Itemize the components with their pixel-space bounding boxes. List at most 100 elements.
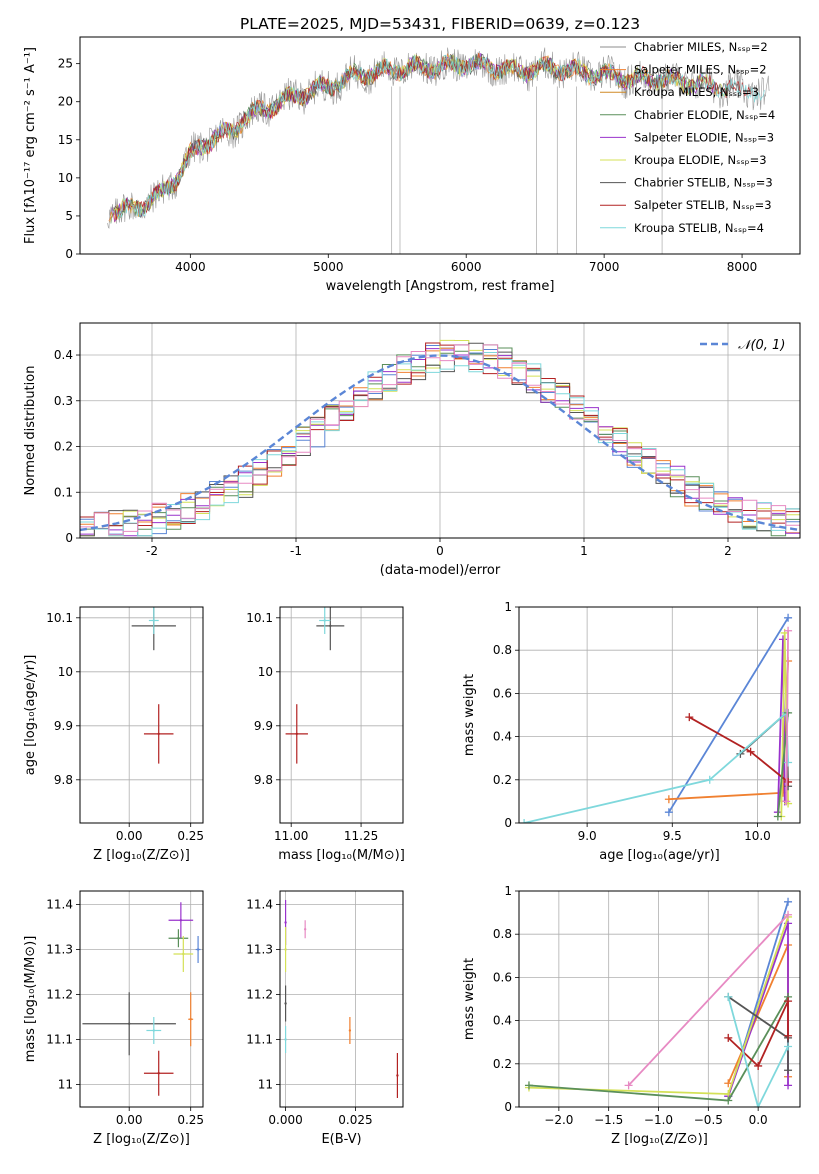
y-tick-label: 0.2 bbox=[493, 773, 512, 787]
y-tick-label: 9.8 bbox=[254, 773, 273, 787]
data-point-marker bbox=[754, 1103, 763, 1107]
mass-weight-line bbox=[668, 617, 789, 813]
legend-entry: Chabrier STELIB, Nₛₛₚ=3 bbox=[634, 176, 773, 190]
y-tick-label: 0.8 bbox=[493, 643, 512, 657]
data-point-marker bbox=[685, 713, 694, 722]
mass-weight-line bbox=[727, 996, 789, 1107]
data-point-marker bbox=[784, 1042, 793, 1051]
plot-area bbox=[520, 613, 793, 823]
x-tick-label: 0.00 bbox=[116, 829, 143, 843]
data-point-marker bbox=[784, 626, 793, 635]
x-tick-label: 9.0 bbox=[578, 829, 597, 843]
data-point-marker bbox=[784, 1081, 793, 1090]
data-point-marker bbox=[664, 795, 673, 804]
y-axis-label: Normed distribution bbox=[23, 366, 38, 496]
legend-entry: Kroupa ELODIE, Nₛₛₚ=3 bbox=[634, 153, 767, 167]
y-tick-label: 11.2 bbox=[246, 988, 273, 1002]
mass-weight-vs-metallicity-panel: −2.0 −1.5 −1.0 −0.5 0.0 0 0.2 0.4 0.6 0.8 1 Z [log₁… bbox=[462, 884, 801, 1147]
legend-entry: Salpeter ELODIE, Nₛₛₚ=3 bbox=[634, 130, 774, 144]
x-tick-label: 5000 bbox=[313, 260, 344, 274]
age-vs-mass-panel: 11.00 11.25 9.8 9.9 10 10.1 mass [log₁₀(M/M⊙)] bbox=[246, 606, 405, 863]
plot-frame bbox=[279, 890, 404, 1108]
y-tick-label: 1 bbox=[504, 600, 512, 614]
x-tick-label: 0.0 bbox=[749, 1113, 768, 1127]
x-tick-label: 10.0 bbox=[744, 829, 771, 843]
y-tick-label: 0.3 bbox=[54, 394, 73, 408]
mass-weight-line bbox=[627, 914, 789, 1087]
data-point-marker bbox=[784, 910, 793, 919]
y-tick-label: 0.2 bbox=[493, 1057, 512, 1071]
y-tick-label: 5 bbox=[65, 209, 73, 223]
y-tick-label: 15 bbox=[58, 133, 73, 147]
data-point bbox=[152, 1029, 155, 1032]
mass-vs-extinction-panel: 0.000 0.025 11 11.1 11.2 11.3 11.4 E(B-V) bbox=[246, 890, 404, 1147]
y-tick-label: 10.1 bbox=[246, 611, 273, 625]
y-tick-label: 11.4 bbox=[246, 898, 273, 912]
plot-area bbox=[82, 902, 201, 1096]
y-tick-label: 9.9 bbox=[254, 719, 273, 733]
y-tick-label: 1 bbox=[504, 884, 512, 898]
x-axis-label: Z [log₁₀(Z/Z⊙)] bbox=[93, 1132, 190, 1147]
plot-frame bbox=[79, 322, 801, 539]
spectrum-line bbox=[109, 54, 692, 223]
spectrum-line bbox=[116, 54, 765, 220]
data-point-marker bbox=[524, 1081, 533, 1090]
data-point bbox=[303, 928, 307, 931]
y-axis-label: mass weight bbox=[462, 958, 477, 1040]
residual-histogram bbox=[80, 352, 800, 538]
plot-area bbox=[80, 339, 800, 538]
y-tick-label: 10 bbox=[258, 665, 273, 679]
data-point-marker bbox=[724, 1033, 733, 1042]
data-point-marker bbox=[624, 1081, 633, 1090]
data-point bbox=[348, 1029, 352, 1032]
legend-entry: Salpeter STELIB, Nₛₛₚ=3 bbox=[634, 198, 772, 212]
x-tick-label: 0.025 bbox=[338, 1113, 372, 1127]
x-tick-label: −0.5 bbox=[694, 1113, 723, 1127]
data-point bbox=[189, 1018, 192, 1021]
plot-area bbox=[285, 607, 345, 764]
plot-frame bbox=[79, 36, 801, 255]
x-tick-label: 8000 bbox=[727, 260, 758, 274]
data-point-marker bbox=[754, 1061, 763, 1070]
data-point bbox=[179, 919, 183, 922]
y-tick-label: 20 bbox=[58, 95, 73, 109]
plot-area bbox=[107, 47, 770, 254]
x-tick-label: 0.25 bbox=[177, 829, 204, 843]
x-axis-label: mass [log₁₀(M/M⊙)] bbox=[278, 848, 405, 863]
spectrum-line bbox=[113, 53, 741, 218]
x-axis-label: E(B-V) bbox=[321, 1132, 361, 1147]
y-tick-label: 10 bbox=[58, 171, 73, 185]
y-tick-label: 0.1 bbox=[54, 485, 73, 499]
legend-entry: Chabrier ELODIE, Nₛₛₚ=4 bbox=[634, 108, 775, 122]
legend-entry: Kroupa MILES, Nₛₛₚ=3 bbox=[634, 85, 759, 99]
x-tick-label: 4000 bbox=[175, 260, 206, 274]
data-point bbox=[295, 732, 298, 736]
y-axis-label: mass [log₁₀(M/M⊙)] bbox=[23, 936, 38, 1063]
data-point bbox=[128, 1022, 131, 1025]
x-tick-label: 1 bbox=[580, 544, 588, 558]
y-tick-label: 11.1 bbox=[246, 1033, 273, 1047]
data-point-marker bbox=[784, 758, 793, 767]
data-point bbox=[152, 619, 155, 622]
data-point-marker bbox=[746, 747, 755, 756]
y-tick-label: 0 bbox=[65, 247, 73, 261]
legend-entry: Kroupa STELIB, Nₛₛₚ=4 bbox=[634, 221, 764, 235]
y-tick-label: 0.4 bbox=[54, 348, 73, 362]
x-tick-label: 0.00 bbox=[116, 1113, 143, 1127]
data-point-marker bbox=[724, 1079, 733, 1088]
plot-area bbox=[131, 607, 176, 764]
data-point-marker bbox=[664, 808, 673, 817]
y-axis-label: age [log₁₀(age/yr)] bbox=[23, 655, 38, 776]
data-point-marker bbox=[784, 1031, 793, 1040]
figure-title: PLATE=2025, MJD=53431, FIBERID=0639, z=0… bbox=[240, 15, 640, 33]
y-tick-label: 11 bbox=[58, 1078, 73, 1092]
x-tick-label: 0 bbox=[436, 544, 444, 558]
y-tick-label: 0.6 bbox=[493, 686, 512, 700]
data-point bbox=[329, 624, 332, 628]
y-tick-label: 11.3 bbox=[46, 943, 73, 957]
y-tick-label: 11.4 bbox=[46, 898, 73, 912]
normal-distribution-curve bbox=[80, 354, 800, 532]
y-tick-label: 0 bbox=[65, 531, 73, 545]
x-tick-label: 7000 bbox=[589, 260, 620, 274]
data-point-marker bbox=[784, 897, 793, 906]
